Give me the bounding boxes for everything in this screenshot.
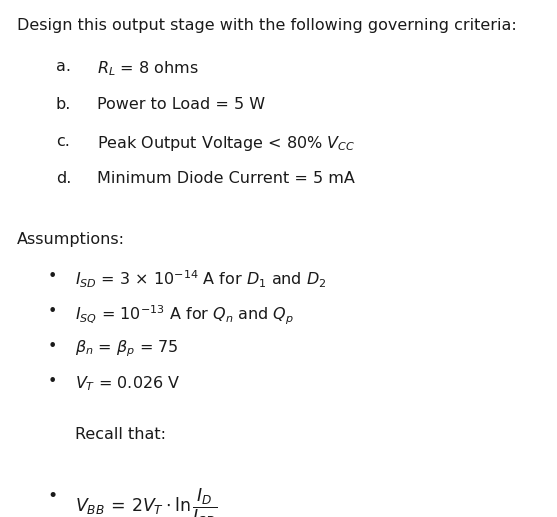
Text: Minimum Diode Current = 5 mA: Minimum Diode Current = 5 mA: [97, 171, 355, 186]
Text: $V_{BB}\, =\, 2V_T \cdot \ln\dfrac{I_D}{I_{SD}}$: $V_{BB}\, =\, 2V_T \cdot \ln\dfrac{I_D}{…: [75, 487, 218, 517]
Text: •: •: [47, 374, 57, 389]
Text: c.: c.: [56, 134, 70, 149]
Text: $V_T$ = 0.026 V: $V_T$ = 0.026 V: [75, 374, 180, 393]
Text: •: •: [47, 487, 57, 505]
Text: d.: d.: [56, 171, 71, 186]
Text: Power to Load = 5 W: Power to Load = 5 W: [97, 97, 266, 112]
Text: Assumptions:: Assumptions:: [17, 232, 125, 247]
Text: $R_L$ = 8 ohms: $R_L$ = 8 ohms: [97, 59, 199, 78]
Text: •: •: [47, 339, 57, 354]
Text: b.: b.: [56, 97, 71, 112]
Text: Design this output stage with the following governing criteria:: Design this output stage with the follow…: [17, 18, 516, 33]
Text: $\beta_n$ = $\beta_p$ = 75: $\beta_n$ = $\beta_p$ = 75: [75, 339, 179, 359]
Text: Peak Output Voltage < 80% $V_{CC}$: Peak Output Voltage < 80% $V_{CC}$: [97, 134, 356, 153]
Text: •: •: [47, 268, 57, 283]
Text: a.: a.: [56, 59, 71, 74]
Text: •: •: [47, 303, 57, 318]
Text: $I_{SQ}$ = 10$^{-13}$ A for $Q_n$ and $Q_p$: $I_{SQ}$ = 10$^{-13}$ A for $Q_n$ and $Q…: [75, 303, 294, 327]
Text: $I_{SD}$ = 3 × 10$^{-14}$ A for $D_1$ and $D_2$: $I_{SD}$ = 3 × 10$^{-14}$ A for $D_1$ an…: [75, 268, 327, 290]
Text: Recall that:: Recall that:: [75, 427, 166, 442]
